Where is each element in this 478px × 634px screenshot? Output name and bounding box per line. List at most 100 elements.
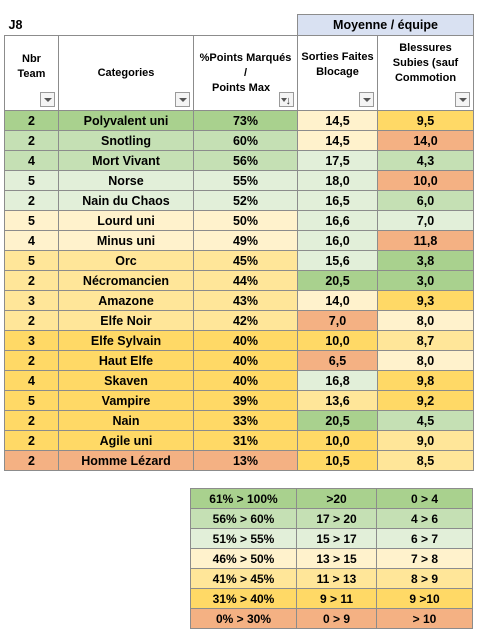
cell-sorties[interactable]: 6,5	[297, 350, 378, 371]
cell-blessures[interactable]: 9,8	[377, 370, 474, 391]
cell-team[interactable]: 2	[4, 450, 59, 471]
filter-dropdown-blessures[interactable]	[455, 92, 470, 107]
cell-team[interactable]: 2	[4, 190, 59, 211]
cell-sorties[interactable]: 18,0	[297, 170, 378, 191]
cell-blessures[interactable]: 6,0	[377, 190, 474, 211]
cell-category[interactable]: Elfe Noir	[58, 310, 194, 331]
cell-blessures[interactable]: 8,5	[377, 450, 474, 471]
cell-blessures[interactable]: 4,3	[377, 150, 474, 171]
cell-blessures[interactable]: 10,0	[377, 170, 474, 191]
cell-team[interactable]: 5	[4, 250, 59, 271]
cell-category[interactable]: Nain	[58, 410, 194, 431]
cell-points[interactable]: 33%	[193, 410, 298, 431]
cell-points[interactable]: 52%	[193, 190, 298, 211]
legend-row: 31% > 40% 9 > 11 9 >10	[190, 588, 473, 609]
cell-category[interactable]: Norse	[58, 170, 194, 191]
legend-points-range: 31% > 40%	[190, 588, 297, 609]
cell-sorties[interactable]: 16,6	[297, 210, 378, 231]
filter-dropdown-sorties[interactable]	[359, 92, 374, 107]
cell-points[interactable]: 40%	[193, 350, 298, 371]
cell-blessures[interactable]: 8,0	[377, 350, 474, 371]
cell-team[interactable]: 2	[4, 350, 59, 371]
cell-points[interactable]: 56%	[193, 150, 298, 171]
cell-sorties[interactable]: 10,0	[297, 330, 378, 351]
cell-category[interactable]: Lourd uni	[58, 210, 194, 231]
cell-blessures[interactable]: 9,3	[377, 290, 474, 311]
cell-blessures[interactable]: 3,0	[377, 270, 474, 291]
cell-blessures[interactable]: 9,0	[377, 430, 474, 451]
legend-sorties-range: 13 > 15	[296, 548, 377, 569]
cell-team[interactable]: 2	[4, 410, 59, 431]
cell-sorties[interactable]: 7,0	[297, 310, 378, 331]
cell-category[interactable]: Polyvalent uni	[58, 110, 194, 131]
cell-team[interactable]: 4	[4, 370, 59, 391]
filter-dropdown-points[interactable]: ↓	[279, 92, 294, 107]
cell-category[interactable]: Agile uni	[58, 430, 194, 451]
cell-points[interactable]: 45%	[193, 250, 298, 271]
cell-points[interactable]: 40%	[193, 370, 298, 391]
cell-sorties[interactable]: 10,5	[297, 450, 378, 471]
cell-team[interactable]: 5	[4, 170, 59, 191]
cell-category[interactable]: Haut Elfe	[58, 350, 194, 371]
cell-team[interactable]: 3	[4, 290, 59, 311]
cell-sorties[interactable]: 15,6	[297, 250, 378, 271]
cell-team[interactable]: 2	[4, 270, 59, 291]
cell-sorties[interactable]: 13,6	[297, 390, 378, 411]
cell-category[interactable]: Nain du Chaos	[58, 190, 194, 211]
cell-category[interactable]: Amazone	[58, 290, 194, 311]
cell-team[interactable]: 2	[4, 310, 59, 331]
cell-blessures[interactable]: 3,8	[377, 250, 474, 271]
cell-sorties[interactable]: 16,0	[297, 230, 378, 251]
cell-sorties[interactable]: 14,0	[297, 290, 378, 311]
filter-dropdown-category[interactable]	[175, 92, 190, 107]
cell-points[interactable]: 55%	[193, 170, 298, 191]
cell-points[interactable]: 39%	[193, 390, 298, 411]
cell-points[interactable]: 50%	[193, 210, 298, 231]
cell-category[interactable]: Minus uni	[58, 230, 194, 251]
cell-points[interactable]: 43%	[193, 290, 298, 311]
cell-team[interactable]: 4	[4, 230, 59, 251]
cell-team[interactable]: 2	[4, 130, 59, 151]
cell-category[interactable]: Homme Lézard	[58, 450, 194, 471]
cell-blessures[interactable]: 11,8	[377, 230, 474, 251]
cell-category[interactable]: Orc	[58, 250, 194, 271]
cell-points[interactable]: 13%	[193, 450, 298, 471]
cell-category[interactable]: Mort Vivant	[58, 150, 194, 171]
cell-sorties[interactable]: 20,5	[297, 410, 378, 431]
filter-dropdown-team[interactable]	[40, 92, 55, 107]
header-points-line1: %Points Marqués	[199, 51, 292, 64]
cell-sorties[interactable]: 14,5	[297, 110, 378, 131]
cell-points[interactable]: 73%	[193, 110, 298, 131]
cell-blessures[interactable]: 9,2	[377, 390, 474, 411]
cell-team[interactable]: 5	[4, 390, 59, 411]
cell-blessures[interactable]: 14,0	[377, 130, 474, 151]
cell-sorties[interactable]: 14,5	[297, 130, 378, 151]
cell-sorties[interactable]: 16,8	[297, 370, 378, 391]
cell-points[interactable]: 31%	[193, 430, 298, 451]
cell-category[interactable]: Snotling	[58, 130, 194, 151]
cell-blessures[interactable]: 9,5	[377, 110, 474, 131]
cell-team[interactable]: 2	[4, 430, 59, 451]
cell-points[interactable]: 40%	[193, 330, 298, 351]
cell-category[interactable]: Skaven	[58, 370, 194, 391]
cell-sorties[interactable]: 17,5	[297, 150, 378, 171]
cell-category[interactable]: Elfe Sylvain	[58, 330, 194, 351]
cell-blessures[interactable]: 8,0	[377, 310, 474, 331]
cell-points[interactable]: 44%	[193, 270, 298, 291]
cell-category[interactable]: Nécromancien	[58, 270, 194, 291]
cell-blessures[interactable]: 8,7	[377, 330, 474, 351]
cell-team[interactable]: 3	[4, 330, 59, 351]
cell-points[interactable]: 49%	[193, 230, 298, 251]
cell-team[interactable]: 5	[4, 210, 59, 231]
cell-team[interactable]: 2	[4, 110, 59, 131]
cell-sorties[interactable]: 20,5	[297, 270, 378, 291]
cell-points[interactable]: 60%	[193, 130, 298, 151]
legend-points-range: 46% > 50%	[190, 548, 297, 569]
cell-category[interactable]: Vampire	[58, 390, 194, 411]
cell-sorties[interactable]: 16,5	[297, 190, 378, 211]
cell-team[interactable]: 4	[4, 150, 59, 171]
cell-points[interactable]: 42%	[193, 310, 298, 331]
cell-blessures[interactable]: 4,5	[377, 410, 474, 431]
cell-sorties[interactable]: 10,0	[297, 430, 378, 451]
cell-blessures[interactable]: 7,0	[377, 210, 474, 231]
